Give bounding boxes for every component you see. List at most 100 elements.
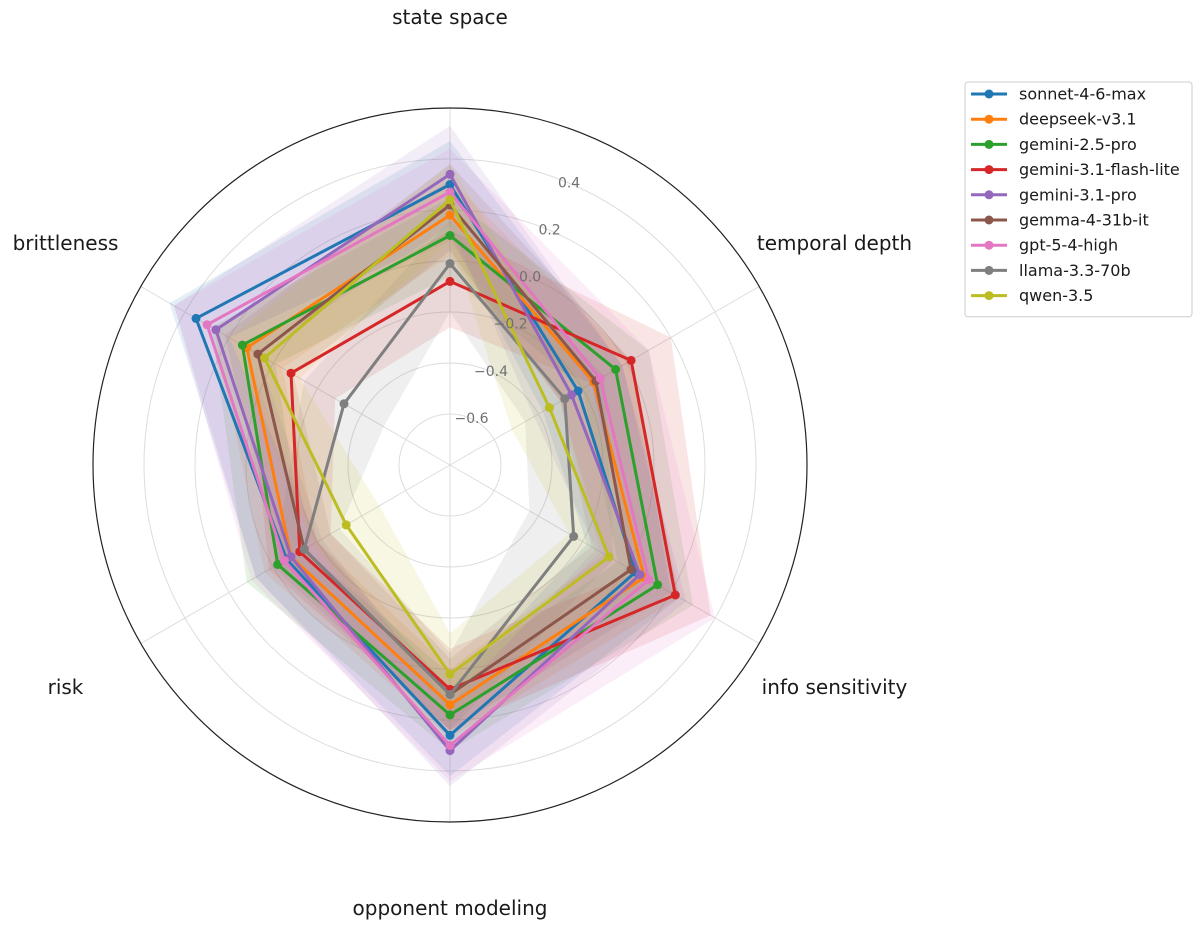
legend-item: qwen-3.5 bbox=[971, 286, 1093, 305]
line-layer bbox=[191, 169, 680, 756]
data-point bbox=[445, 690, 455, 699]
axis-label: opponent modeling bbox=[353, 896, 548, 920]
data-point bbox=[670, 590, 680, 600]
data-point bbox=[445, 730, 455, 740]
legend-swatch-marker bbox=[984, 139, 994, 149]
legend-label: qwen-3.5 bbox=[1019, 286, 1093, 305]
legend-item: gemma-4-31b-it bbox=[971, 211, 1149, 230]
data-point bbox=[604, 552, 614, 562]
legend: sonnet-4-6-max deepseek-v3.1 gemini-2.5-pr… bbox=[964, 81, 1193, 318]
data-point bbox=[560, 394, 570, 404]
band-gemma-4-31b-it bbox=[224, 164, 671, 731]
legend-label: gemini-2.5-pro bbox=[1019, 135, 1137, 154]
tick-label: −0.6 bbox=[455, 411, 489, 427]
data-point bbox=[202, 320, 212, 330]
data-point bbox=[211, 325, 221, 335]
data-point bbox=[237, 340, 247, 350]
legend-swatch-marker bbox=[984, 240, 994, 250]
legend-item: gemini-3.1-flash-lite bbox=[971, 160, 1180, 179]
band-sonnet-4-6-max bbox=[169, 141, 680, 777]
tick-label: 0.4 bbox=[558, 175, 580, 191]
legend-item: gemini-3.1-pro bbox=[971, 185, 1137, 204]
legend-item: deepseek-v3.1 bbox=[971, 110, 1137, 129]
axis-label: temporal depth bbox=[757, 231, 912, 255]
data-point bbox=[286, 552, 296, 562]
data-point bbox=[569, 531, 579, 541]
data-point bbox=[644, 575, 654, 585]
data-point bbox=[445, 187, 455, 197]
series-gemini-2.5-pro bbox=[237, 231, 663, 720]
data-point bbox=[253, 349, 263, 359]
data-point bbox=[626, 565, 636, 574]
legend-swatch-marker bbox=[984, 291, 994, 301]
tick-label: −0.2 bbox=[494, 317, 528, 333]
legend-label: gpt-5-4-high bbox=[1019, 236, 1118, 255]
tick-label: −0.4 bbox=[474, 364, 508, 380]
legend-label: gemma-4-31b-it bbox=[1019, 211, 1149, 230]
legend-item: gemini-2.5-pro bbox=[971, 135, 1137, 154]
legend-swatch-marker bbox=[984, 114, 994, 124]
legend-box bbox=[964, 81, 1193, 318]
legend-label: llama-3.3-70b bbox=[1019, 261, 1131, 280]
data-point bbox=[191, 313, 201, 323]
data-point bbox=[635, 570, 645, 580]
axis-label-layer: state space temporal depth info sensitivit… bbox=[13, 5, 913, 920]
data-point bbox=[445, 669, 455, 679]
legend-label: deepseek-v3.1 bbox=[1019, 110, 1137, 129]
legend-label: gemini-3.1-pro bbox=[1019, 185, 1137, 204]
legend-item: llama-3.3-70b bbox=[971, 261, 1131, 280]
legend-swatch-marker bbox=[984, 89, 994, 99]
legend-item: gpt-5-4-high bbox=[971, 236, 1118, 255]
data-point bbox=[573, 386, 583, 396]
data-point bbox=[299, 544, 309, 554]
data-point bbox=[544, 403, 554, 413]
axis-label: brittleness bbox=[13, 231, 119, 255]
data-point bbox=[445, 259, 455, 268]
legend-item: sonnet-4-6-max bbox=[971, 85, 1146, 104]
axis-label: state space bbox=[392, 5, 508, 29]
data-point bbox=[445, 231, 455, 240]
data-point bbox=[445, 169, 455, 179]
grid-spoke bbox=[449, 464, 760, 644]
tick-label: 0.0 bbox=[519, 270, 541, 286]
data-point bbox=[445, 700, 455, 710]
data-point bbox=[273, 560, 283, 569]
legend-swatch-marker bbox=[984, 165, 994, 175]
data-point bbox=[286, 368, 296, 378]
legend-label: sonnet-4-6-max bbox=[1019, 85, 1146, 104]
data-point bbox=[279, 556, 289, 566]
series-qwen-3.5 bbox=[260, 195, 614, 679]
data-point bbox=[653, 580, 663, 590]
band-qwen-3.5 bbox=[229, 164, 649, 715]
tick-label: 0.2 bbox=[538, 222, 560, 238]
series-sonnet-4-6-max bbox=[191, 180, 640, 740]
band-gemini-3.1-flash-lite bbox=[246, 230, 711, 731]
data-point bbox=[595, 373, 605, 383]
legend-label: gemini-3.1-flash-lite bbox=[1019, 160, 1180, 179]
data-point bbox=[567, 390, 576, 400]
data-point bbox=[445, 741, 455, 750]
legend-swatch-marker bbox=[984, 265, 994, 275]
data-point bbox=[445, 210, 455, 220]
grid-spoke bbox=[140, 464, 451, 644]
legend-swatch-marker bbox=[984, 215, 994, 225]
tick-layer: 0.4 0.2 0.0 −0.2 −0.4 −0.6 bbox=[455, 175, 581, 427]
outer-frame bbox=[92, 107, 808, 823]
series-gpt-5-4-high bbox=[202, 187, 654, 750]
data-point bbox=[341, 520, 351, 530]
grid-spoke bbox=[449, 286, 760, 466]
data-point bbox=[445, 710, 455, 720]
data-point bbox=[626, 355, 636, 365]
data-point bbox=[260, 353, 269, 363]
data-point bbox=[339, 399, 349, 409]
data-point bbox=[611, 364, 621, 374]
data-point bbox=[445, 276, 455, 286]
band-deepseek-v3.1 bbox=[213, 179, 680, 738]
axis-label: info sensitivity bbox=[762, 675, 908, 699]
legend-swatch-marker bbox=[984, 190, 994, 200]
axis-label: risk bbox=[48, 675, 84, 699]
data-point bbox=[445, 180, 455, 189]
data-point bbox=[445, 195, 455, 205]
